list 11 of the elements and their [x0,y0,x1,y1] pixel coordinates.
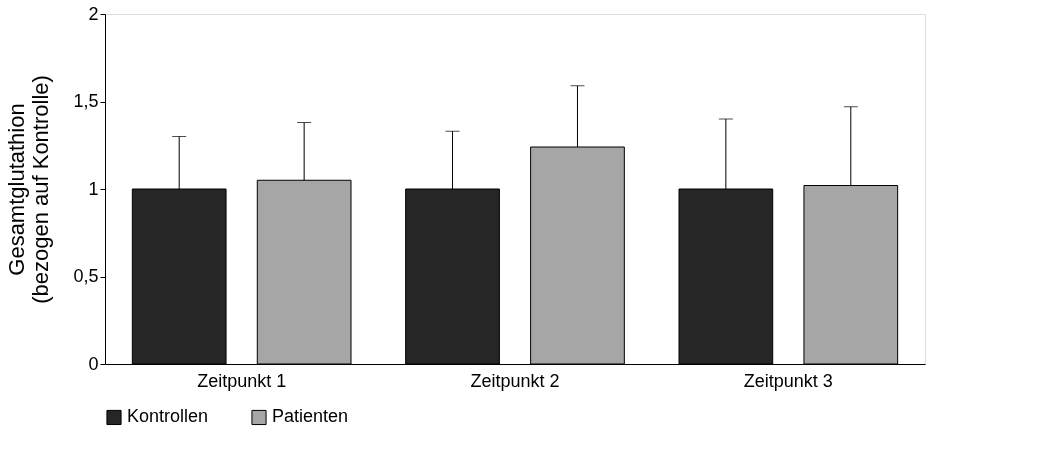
y-axis-title: Gesamtglutathion (bezogen auf Kontrolle) [4,75,54,304]
y-tick-label: 1,5 [73,91,99,111]
y-tick-label: 1 [88,178,99,199]
x-tick-label: Zeitpunkt 2 [470,370,560,391]
x-tick-label: Zeitpunkt 3 [743,370,833,391]
y-tick-label: 0,5 [73,266,99,286]
legend-label: Patienten [272,406,349,427]
y-tick-label: 2 [88,3,99,24]
legend-label: Kontrollen [127,406,209,427]
y-tick-label: 0 [88,353,99,374]
x-tick-label: Zeitpunkt 1 [197,370,287,391]
